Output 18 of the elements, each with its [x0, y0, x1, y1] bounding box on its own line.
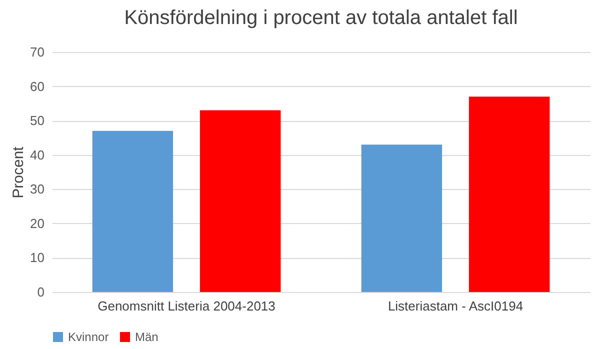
- y-tick-label: 20: [30, 216, 44, 231]
- y-tick-label: 70: [30, 44, 44, 60]
- y-axis-title: Procent: [10, 146, 28, 198]
- y-tick-label: 40: [30, 147, 44, 162]
- y-tick-label: 0: [37, 284, 44, 300]
- legend-label: Kvinnor: [68, 330, 109, 344]
- legend-label: Män: [135, 330, 158, 344]
- bar: [200, 110, 281, 292]
- y-tick-label: 30: [30, 182, 44, 197]
- x-tick-label: Genomsnitt Listeria 2004-2013: [98, 298, 276, 314]
- bar: [361, 144, 442, 292]
- chart-title: Könsfördelning i procent av totala antalet fall: [124, 7, 518, 29]
- bar: [92, 130, 174, 292]
- y-tick-label: 10: [30, 250, 44, 266]
- y-tick-label: 50: [30, 113, 44, 128]
- x-tick-label: Listeriastam - AscI0194: [388, 298, 524, 314]
- bar: [468, 96, 550, 292]
- y-tick-label: 60: [30, 78, 44, 94]
